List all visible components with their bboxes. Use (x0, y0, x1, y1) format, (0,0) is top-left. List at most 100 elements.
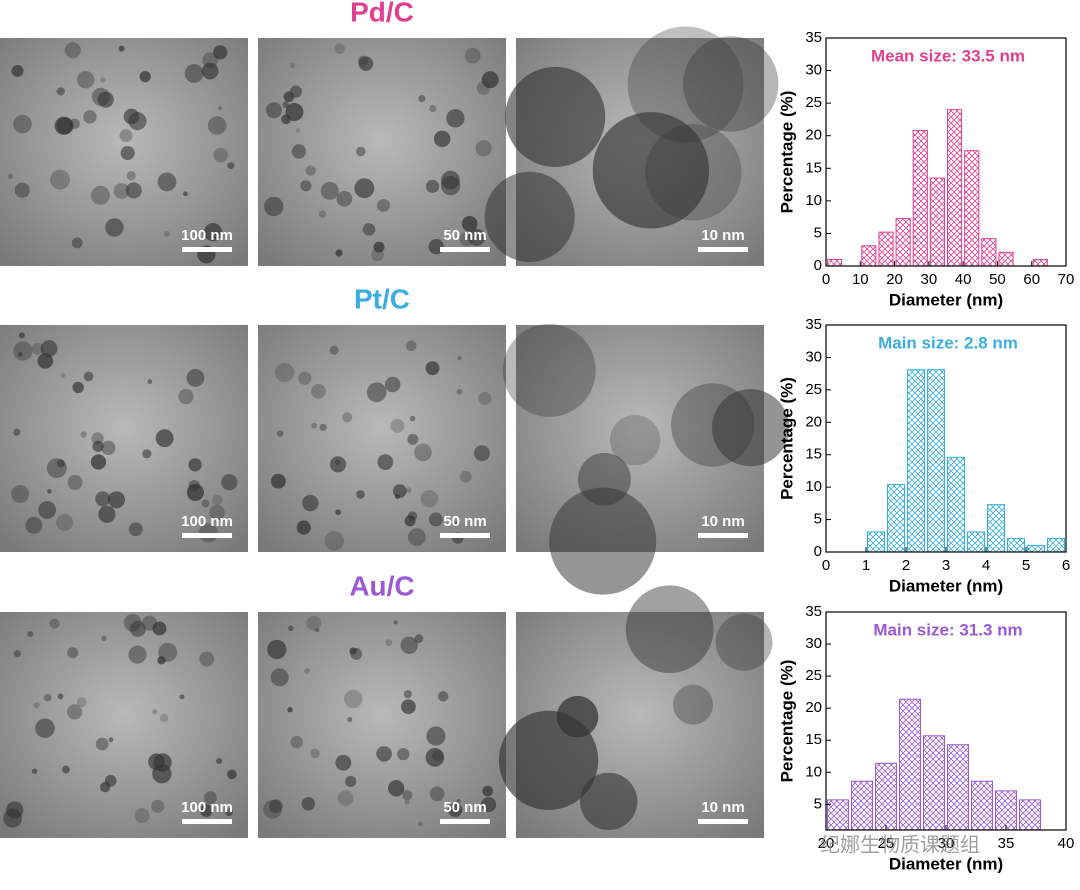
particle (50, 169, 71, 190)
scale-label: 100 nm (181, 513, 233, 530)
particle (311, 384, 326, 399)
particle (320, 181, 339, 200)
particle (199, 651, 215, 667)
particle (549, 487, 657, 595)
particle (201, 499, 210, 508)
y-tick-label: 35 (805, 29, 822, 46)
annotation: Mean size: 33.5 nm (871, 46, 1025, 65)
x-tick-label: 4 (982, 557, 990, 574)
x-tick-label: 60 (1023, 271, 1040, 288)
particle (290, 735, 304, 749)
particle (90, 185, 110, 205)
particle (209, 504, 225, 521)
particle (478, 391, 492, 406)
particle (283, 91, 295, 103)
x-tick-label: 5 (1022, 557, 1030, 574)
scale-label: 50 nm (443, 227, 486, 244)
particle (60, 373, 66, 378)
particle (324, 531, 344, 551)
bar (875, 762, 897, 831)
scale-bar (440, 819, 490, 824)
bar (827, 258, 843, 267)
particle (216, 758, 223, 765)
particle (404, 799, 410, 805)
particle (92, 440, 104, 453)
particle (468, 228, 486, 246)
particle (211, 494, 223, 506)
particle (83, 110, 97, 124)
y-tick-label: 5 (814, 511, 822, 528)
particle (11, 485, 30, 503)
particle (119, 129, 133, 143)
particle (715, 613, 773, 671)
particle (609, 414, 661, 466)
particle (319, 423, 327, 432)
particle (484, 171, 575, 262)
particle (336, 190, 353, 207)
particle (125, 182, 142, 199)
particle (290, 63, 296, 69)
particle (217, 106, 222, 111)
particle (54, 116, 73, 135)
x-tick-label: 0 (822, 557, 830, 574)
particle (347, 716, 353, 723)
y-axis-label: Percentage (%) (777, 91, 796, 214)
particle (83, 371, 94, 382)
bar (927, 369, 945, 553)
x-tick-label: 30 (938, 835, 955, 852)
bar (947, 456, 965, 553)
particle (76, 697, 87, 708)
y-tick-label: 10 (805, 478, 822, 495)
particle (77, 71, 95, 89)
scale-bar (182, 247, 232, 252)
x-tick-label: 6 (1062, 557, 1070, 574)
x-axis-label: Diameter (nm) (889, 290, 1003, 309)
particle (329, 345, 339, 355)
particle (152, 764, 172, 784)
particle (402, 789, 413, 801)
particle (384, 376, 401, 393)
particle (447, 802, 463, 818)
particle (482, 785, 493, 797)
y-tick-label: 5 (814, 795, 822, 812)
particle (35, 718, 55, 738)
particle (90, 454, 107, 470)
particle (37, 353, 54, 369)
particle (335, 509, 341, 516)
particle (296, 520, 311, 535)
y-tick-label: 35 (805, 603, 822, 620)
particle (72, 381, 84, 394)
particle (407, 433, 419, 445)
particle (268, 799, 283, 814)
particle (213, 147, 229, 163)
particle (213, 45, 228, 60)
particle (417, 821, 423, 827)
particle (377, 454, 394, 471)
row-title: Pt/C (354, 283, 410, 314)
particle (157, 172, 177, 192)
particle (376, 746, 392, 762)
x-tick-label: 40 (955, 271, 972, 288)
x-tick-label: 30 (921, 271, 938, 288)
y-tick-label: 30 (805, 348, 822, 365)
particle (227, 162, 235, 170)
particle (126, 171, 136, 181)
particle (446, 109, 465, 128)
particle (128, 112, 147, 131)
particle (405, 487, 412, 494)
x-axis-label: Diameter (nm) (889, 854, 1003, 873)
scale-bar (440, 247, 490, 252)
particle (481, 71, 499, 89)
particle (270, 668, 289, 687)
particle (49, 618, 60, 629)
particle (310, 748, 320, 759)
particle (426, 726, 446, 746)
particle (188, 458, 202, 472)
particle (406, 340, 417, 352)
particle (420, 490, 439, 508)
particle (91, 87, 110, 106)
particle (123, 613, 142, 632)
plot-frame (825, 324, 1067, 553)
bar (1007, 537, 1025, 553)
x-tick-label: 2 (902, 557, 910, 574)
